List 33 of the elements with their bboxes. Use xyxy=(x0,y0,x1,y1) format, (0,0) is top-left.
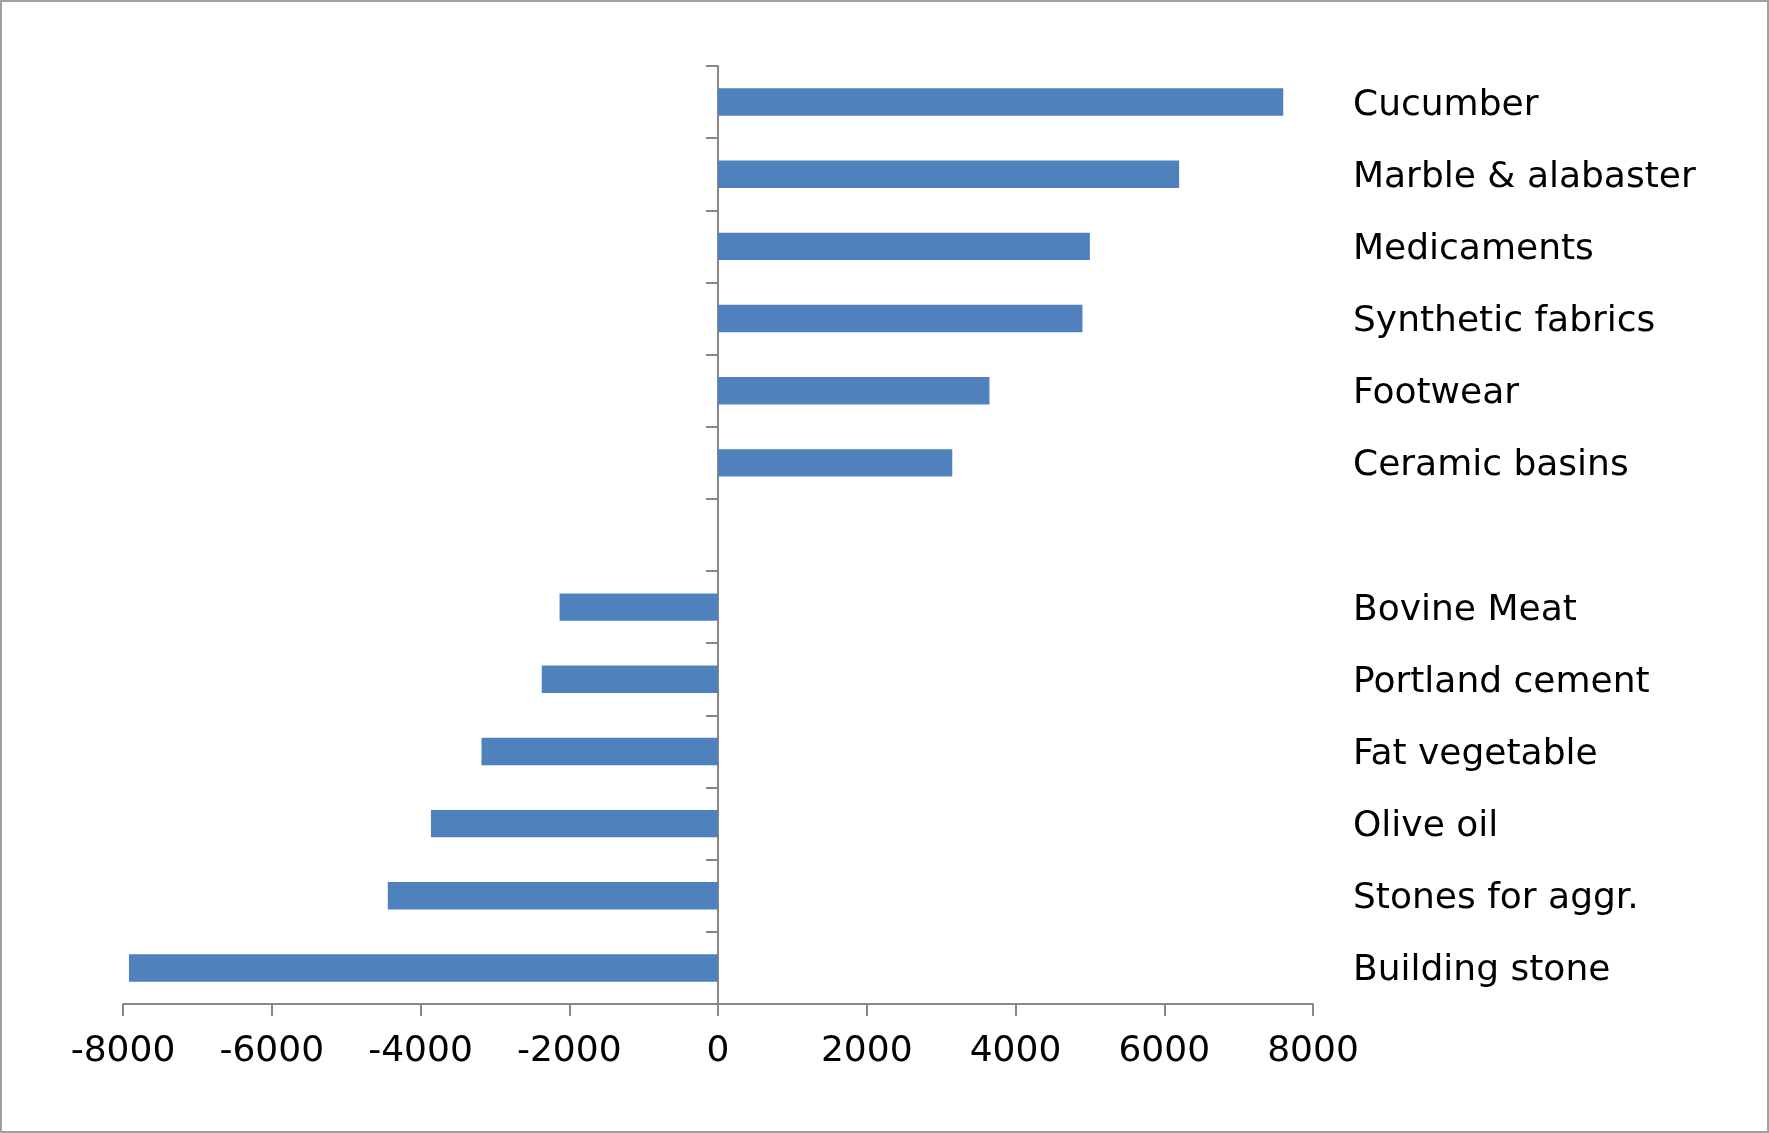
x-tick-label: 8000 xyxy=(1267,1027,1359,1069)
bar xyxy=(718,88,1284,116)
y-tick-label: Fat vegetable xyxy=(1353,730,1598,772)
y-tick-label: Marble & alabaster xyxy=(1353,153,1696,195)
bar xyxy=(559,593,718,621)
bar xyxy=(718,232,1090,261)
bar xyxy=(128,954,718,982)
y-tick-label: Medicaments xyxy=(1353,225,1594,267)
x-tick-label: -4000 xyxy=(368,1027,473,1069)
bar xyxy=(541,665,718,694)
y-tick-label: Synthetic fabrics xyxy=(1353,298,1656,340)
bar xyxy=(718,304,1083,333)
y-tick-label: Cucumber xyxy=(1353,81,1539,123)
bar xyxy=(718,376,990,405)
x-tick-label: 0 xyxy=(706,1027,730,1069)
x-tick-label: -2000 xyxy=(516,1027,622,1069)
bar xyxy=(718,160,1180,188)
bar xyxy=(718,449,953,477)
x-tick-label: 2000 xyxy=(820,1027,913,1069)
x-tick-label: 4000 xyxy=(969,1027,1062,1069)
y-tick-label: Bovine Meat xyxy=(1353,586,1577,628)
x-tick-label: -6000 xyxy=(219,1027,325,1069)
x-tick-label: 6000 xyxy=(1118,1027,1211,1069)
x-tick-label: -8000 xyxy=(70,1027,176,1069)
y-tick-label: Building stone xyxy=(1353,947,1611,989)
y-tick-label: Olive oil xyxy=(1353,803,1499,845)
y-tick-label: Ceramic basins xyxy=(1353,442,1629,484)
bar xyxy=(430,809,718,838)
y-tick-label: Footwear xyxy=(1353,370,1520,412)
y-tick-label: Stones for aggr. xyxy=(1353,875,1639,917)
y-tick-label: Portland cement xyxy=(1353,658,1650,700)
bar xyxy=(387,882,718,910)
bar xyxy=(481,737,718,766)
